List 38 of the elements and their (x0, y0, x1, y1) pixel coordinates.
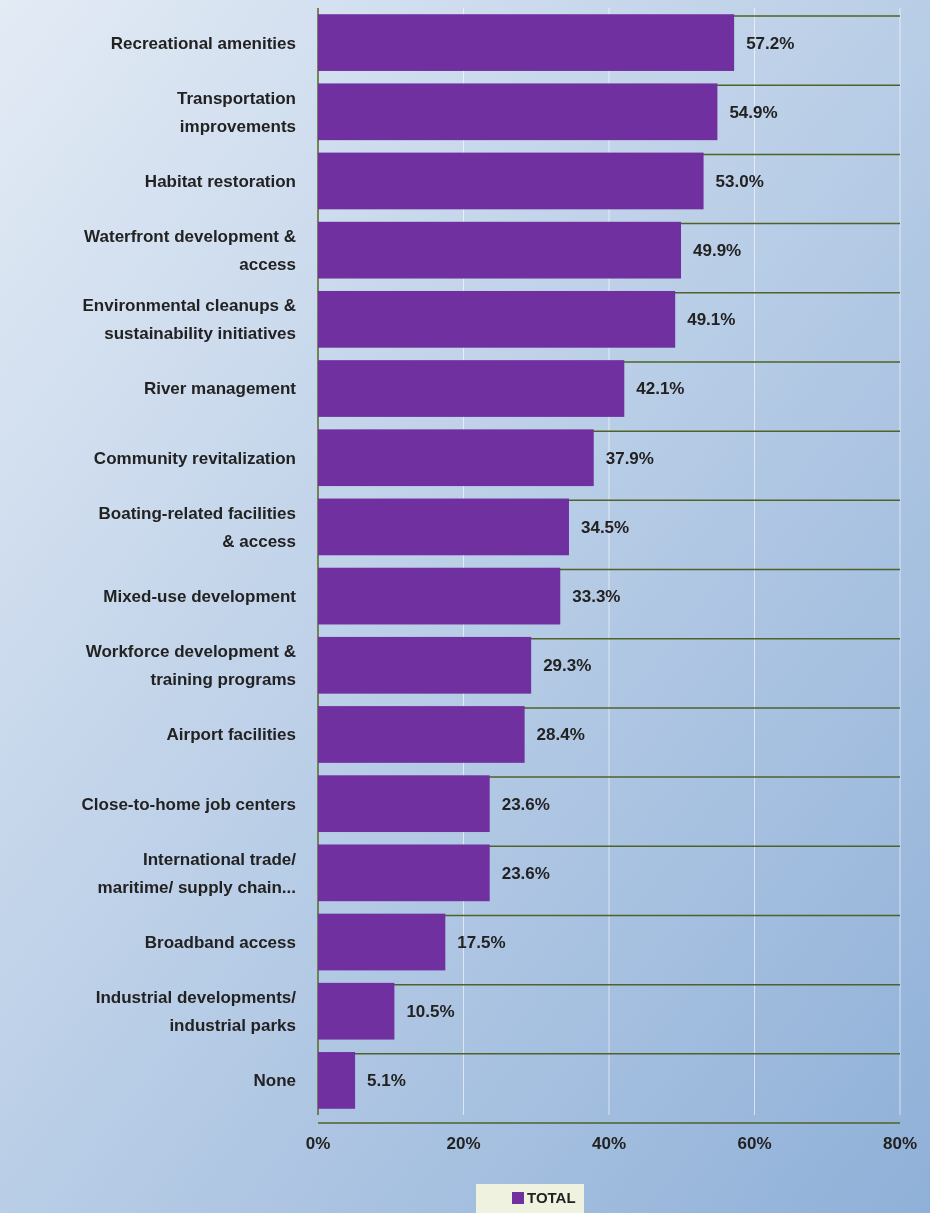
y-tick-label: Industrial developments/ industrial parks (95, 988, 297, 1036)
x-tick-label: 40% (591, 1134, 627, 1153)
data-label: 23.6% (501, 794, 550, 814)
data-label: 28.4% (536, 725, 585, 745)
y-tick-label: Workforce development & training programs (85, 642, 296, 690)
data-label: 49.1% (687, 310, 736, 330)
y-tick-label: Environmental cleanups & sustainability initiatives (82, 296, 296, 344)
y-tick-label: None (253, 1071, 296, 1091)
y-tick-label: Boating-related facilities & access (98, 503, 296, 551)
x-tick-label: 0% (305, 1134, 331, 1153)
data-label: 17.5% (457, 932, 506, 952)
y-tick-label: River management (143, 379, 297, 399)
x-tick-label: 60% (737, 1134, 772, 1153)
y-tick-label: Close-to-home job centers (81, 794, 296, 814)
data-label: 54.9% (729, 102, 778, 122)
data-label: 23.6% (501, 863, 550, 883)
data-label: 49.9% (693, 241, 742, 261)
data-label: 5.1% (367, 1071, 406, 1091)
y-tick-label: Community revitalization (93, 448, 296, 468)
data-label: 37.9% (605, 448, 654, 468)
data-label: 34.5% (580, 517, 630, 537)
y-tick-label: Airport facilities (166, 725, 296, 745)
data-label: 10.5% (406, 1002, 455, 1022)
y-tick-label: Mixed-use development (103, 587, 297, 607)
data-label: 29.3% (543, 656, 592, 676)
x-tick-label: 20% (446, 1134, 481, 1153)
y-tick-label: Recreational amenities (110, 33, 296, 53)
y-tick-label: Waterfront development & access (84, 227, 296, 275)
y-tick-label: Habitat restoration (144, 171, 296, 191)
x-tick-label: 80% (882, 1134, 918, 1153)
data-label: 57.2% (746, 33, 795, 53)
y-tick-label: Transportation improvements (176, 88, 296, 136)
data-label: 42.1% (636, 379, 685, 399)
data-label: 53.0% (715, 171, 764, 191)
y-tick-label: Broadband access (144, 932, 296, 952)
data-label: 33.3% (572, 587, 621, 607)
legend-label: TOTAL (527, 1189, 576, 1207)
y-tick-label: International trade/ maritime/ supply chain... (97, 849, 297, 897)
